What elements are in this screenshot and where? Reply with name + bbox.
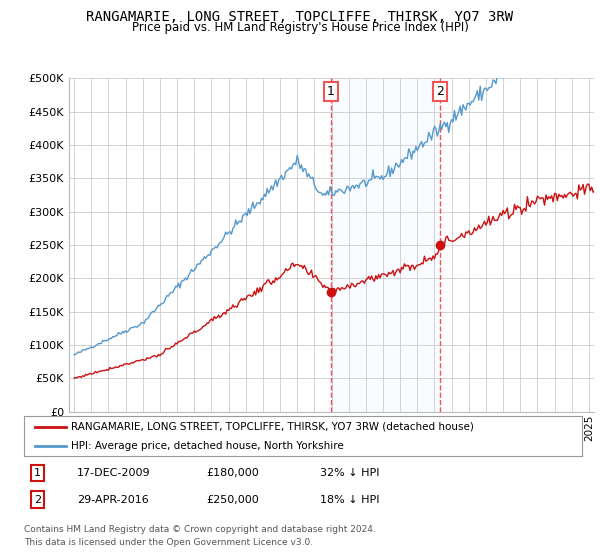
Text: 32% ↓ HPI: 32% ↓ HPI [320,468,379,478]
Text: Price paid vs. HM Land Registry's House Price Index (HPI): Price paid vs. HM Land Registry's House … [131,21,469,34]
Text: 18% ↓ HPI: 18% ↓ HPI [320,494,379,505]
Text: HPI: Average price, detached house, North Yorkshire: HPI: Average price, detached house, Nort… [71,441,344,450]
Text: RANGAMARIE, LONG STREET, TOPCLIFFE, THIRSK, YO7 3RW (detached house): RANGAMARIE, LONG STREET, TOPCLIFFE, THIR… [71,422,475,432]
Text: 1: 1 [34,468,41,478]
Text: RANGAMARIE, LONG STREET, TOPCLIFFE, THIRSK, YO7 3RW: RANGAMARIE, LONG STREET, TOPCLIFFE, THIR… [86,10,514,24]
Bar [331,78,440,412]
Text: 2: 2 [34,494,41,505]
Text: 2: 2 [436,85,444,98]
Text: 17-DEC-2009: 17-DEC-2009 [77,468,151,478]
Text: Contains HM Land Registry data © Crown copyright and database right 2024.
This d: Contains HM Land Registry data © Crown c… [24,525,376,547]
Text: 1: 1 [327,85,335,98]
Text: £250,000: £250,000 [206,494,259,505]
Text: £180,000: £180,000 [206,468,259,478]
Text: 29-APR-2016: 29-APR-2016 [77,494,149,505]
